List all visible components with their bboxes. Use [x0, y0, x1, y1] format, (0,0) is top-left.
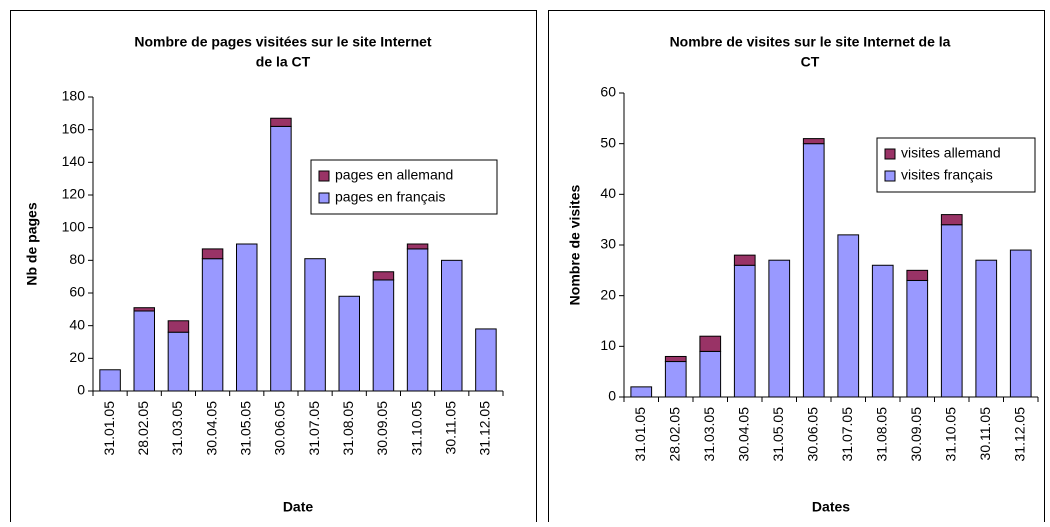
x-tick-label: 31.07.05 [306, 401, 322, 456]
y-tick-label: 60 [600, 84, 616, 100]
x-tick-label: 31.08.05 [340, 401, 356, 456]
y-tick-label: 120 [62, 186, 86, 202]
y-tick-label: 10 [600, 337, 616, 353]
bar-segment [372, 279, 395, 392]
y-tick-label: 40 [600, 185, 616, 201]
x-tick-label: 31.03.05 [701, 407, 717, 462]
bar-segment [699, 335, 722, 352]
legend-swatch [318, 192, 330, 204]
bar-segment [871, 264, 894, 398]
x-tick-label: 28.02.05 [135, 401, 151, 456]
bar-segment [441, 259, 463, 392]
bar-segment [167, 331, 190, 392]
bar-segment [699, 350, 722, 398]
y-tick-label: 50 [600, 134, 616, 150]
x-tick-label: 31.01.05 [632, 407, 648, 462]
x-tick-label: 31.10.05 [942, 407, 958, 462]
bar-segment [630, 386, 653, 398]
bar-segment [837, 234, 860, 398]
x-tick-label: 31.08.05 [873, 407, 889, 462]
x-tick-label: 31.05.05 [770, 407, 786, 462]
bar-segment [304, 258, 326, 392]
bar-segment [906, 269, 929, 281]
y-tick-label: 100 [62, 218, 86, 234]
bar-segment [167, 320, 190, 333]
x-tick-label: 31.10.05 [408, 401, 424, 456]
y-tick-label: 180 [62, 88, 86, 104]
y-tick-label: 160 [62, 120, 86, 136]
bar-segment [664, 355, 687, 363]
legend-box [310, 159, 498, 215]
y-tick-label: 60 [69, 284, 85, 300]
chart-title: Nombre de visites sur le site Internet d… [670, 34, 951, 50]
x-axis-label: Dates [812, 499, 850, 515]
bar-segment [1009, 249, 1032, 398]
x-tick-label: 30.06.05 [804, 407, 820, 462]
x-tick-label: 31.12.05 [1011, 407, 1027, 462]
x-tick-label: 30.09.05 [908, 407, 924, 462]
x-tick-label: 30.11.05 [442, 401, 458, 455]
y-tick-label: 80 [69, 251, 85, 267]
bar-segment [338, 295, 360, 392]
bar-segment [768, 259, 791, 398]
y-tick-label: 30 [600, 236, 616, 252]
bar-segment [733, 254, 756, 266]
legend-swatch [884, 170, 896, 182]
legend-label: visites français [901, 167, 993, 183]
bar-segment [406, 248, 429, 392]
x-tick-label: 31.12.05 [477, 401, 493, 456]
x-tick-label: 30.04.05 [735, 407, 751, 462]
x-tick-label: 30.09.05 [374, 401, 390, 456]
bar-segment [664, 361, 687, 398]
legend-label: pages en français [335, 189, 446, 205]
y-axis-label: Nb de pages [24, 202, 40, 285]
chart-title: Nombre de pages visitées sur le site Int… [134, 34, 432, 50]
y-axis-label: Nombre de visites [567, 184, 583, 305]
bar-segment [975, 259, 998, 398]
bar-segment [201, 248, 224, 260]
chart-title: de la CT [256, 54, 311, 70]
x-tick-label: 31.05.05 [237, 401, 253, 456]
x-tick-label: 31.03.05 [169, 401, 185, 456]
bar-segment [133, 310, 155, 392]
legend-swatch [884, 148, 896, 160]
y-tick-label: 140 [62, 153, 86, 169]
legend-box [876, 137, 1036, 193]
bar-segment [940, 224, 963, 398]
bar-segment [475, 328, 497, 392]
x-tick-label: 30.04.05 [203, 401, 219, 456]
bar-segment [940, 214, 963, 226]
chart-title: CT [801, 54, 820, 70]
bar-segment [733, 264, 756, 398]
bar-segment [236, 243, 258, 392]
bar-segment [906, 279, 929, 398]
bar-segment [802, 143, 825, 398]
x-tick-label: 28.02.05 [666, 407, 682, 462]
legend-label: pages en allemand [335, 167, 453, 183]
bar-segment [372, 271, 395, 281]
y-tick-label: 0 [77, 382, 85, 398]
x-tick-label: 30.11.05 [977, 407, 993, 461]
bar-segment [802, 138, 825, 145]
y-tick-label: 40 [69, 316, 85, 332]
bar-segment [201, 258, 224, 392]
x-axis-label: Date [283, 499, 314, 515]
bar-segment [99, 369, 121, 392]
bar-segment [270, 125, 292, 392]
x-tick-label: 31.01.05 [101, 401, 117, 456]
bar-segment [270, 117, 292, 127]
legend-swatch [318, 170, 330, 182]
y-tick-label: 20 [600, 286, 616, 302]
bar-segment [406, 243, 429, 250]
y-tick-label: 0 [608, 388, 616, 404]
chart-frame [548, 10, 1045, 527]
legend-label: visites allemand [901, 145, 1001, 161]
x-tick-label: 30.06.05 [272, 401, 288, 456]
x-tick-label: 31.07.05 [839, 407, 855, 462]
bar-segment [133, 307, 155, 312]
y-tick-label: 20 [69, 349, 85, 365]
